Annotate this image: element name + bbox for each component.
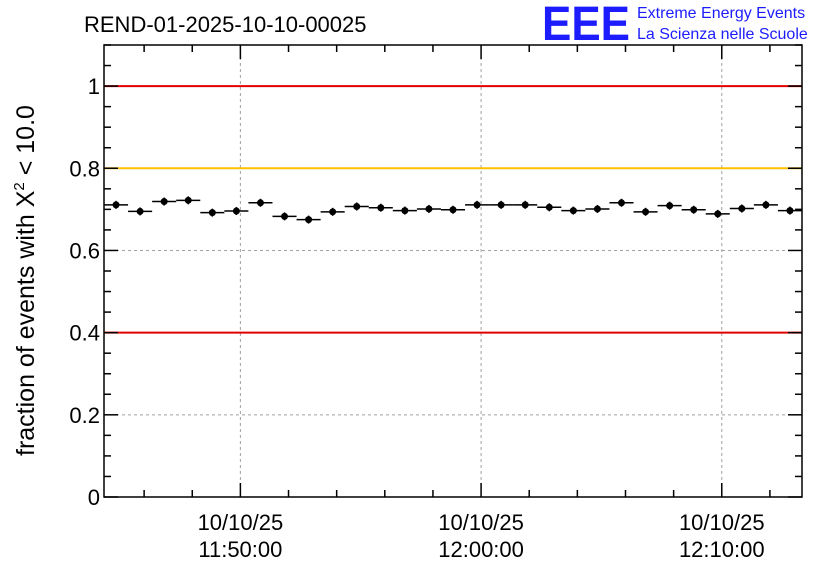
- axis-ticks: [104, 44, 802, 498]
- x-tick-labels: 10/10/2511:50:0010/10/2512:00:0010/10/25…: [198, 510, 765, 562]
- data-point: [642, 208, 650, 216]
- y-tick-label: 0.2: [69, 403, 100, 428]
- data-point: [690, 206, 698, 214]
- y-axis-label-symbol: X: [12, 190, 40, 207]
- data-point: [425, 205, 433, 213]
- data-points: [104, 196, 802, 224]
- y-axis-label: fraction of events with X2 < 10.0: [11, 105, 40, 456]
- y-tick-label: 0.6: [69, 238, 100, 263]
- data-point: [497, 201, 505, 209]
- y-tick-label: 0.4: [69, 321, 100, 346]
- data-point: [666, 202, 674, 210]
- logo-line-1: Extreme Energy Events: [637, 5, 805, 22]
- plot-frame: [103, 44, 803, 498]
- data-point: [256, 199, 264, 207]
- data-point: [545, 203, 553, 211]
- x-tick-time-label: 11:50:00: [198, 537, 282, 562]
- data-point: [112, 201, 120, 209]
- y-tick-label: 0.8: [69, 156, 100, 181]
- data-point: [593, 205, 601, 213]
- data-point: [377, 204, 385, 212]
- x-tick-date-label: 10/10/25: [679, 510, 765, 535]
- x-tick-time-label: 12:10:00: [679, 537, 765, 562]
- logo-line-2: La Scienza nelle Scuole: [637, 26, 808, 43]
- y-tick-label: 0: [88, 485, 100, 510]
- data-point: [160, 198, 168, 206]
- data-point: [449, 206, 457, 214]
- grid: [104, 45, 802, 497]
- data-point: [208, 209, 216, 217]
- data-point: [305, 216, 313, 224]
- data-point: [281, 212, 289, 220]
- data-point: [521, 201, 529, 209]
- x-tick-date-label: 10/10/25: [438, 510, 524, 535]
- y-axis-label-suffix: < 10.0: [12, 105, 40, 182]
- data-point: [786, 207, 794, 215]
- y-axis-label-prefix: fraction of events with: [12, 207, 40, 456]
- data-point: [569, 207, 577, 215]
- data-point: [329, 208, 337, 216]
- x-tick-time-label: 12:00:00: [438, 537, 524, 562]
- y-tick-label: 1: [88, 74, 100, 99]
- data-point: [738, 205, 746, 213]
- data-point: [714, 210, 722, 218]
- reference-lines: [104, 85, 802, 334]
- x-tick-date-label: 10/10/25: [198, 510, 284, 535]
- data-point: [136, 207, 144, 215]
- data-point: [353, 202, 361, 210]
- data-point: [762, 201, 770, 209]
- eee-logo-mark: EEE: [542, 0, 630, 51]
- y-tick-labels: 0 0.2 0.4 0.6 0.8 1: [69, 74, 100, 510]
- data-point: [473, 201, 481, 209]
- data-point: [232, 207, 240, 215]
- data-point: [617, 199, 625, 207]
- eee-logo: EEE Extreme Energy Events La Scienza nel…: [542, 0, 808, 51]
- data-point: [184, 196, 192, 204]
- chart-title: REND-01-2025-10-10-00025: [84, 12, 367, 37]
- data-point: [401, 207, 409, 215]
- y-axis-label-exponent: 2: [11, 182, 28, 190]
